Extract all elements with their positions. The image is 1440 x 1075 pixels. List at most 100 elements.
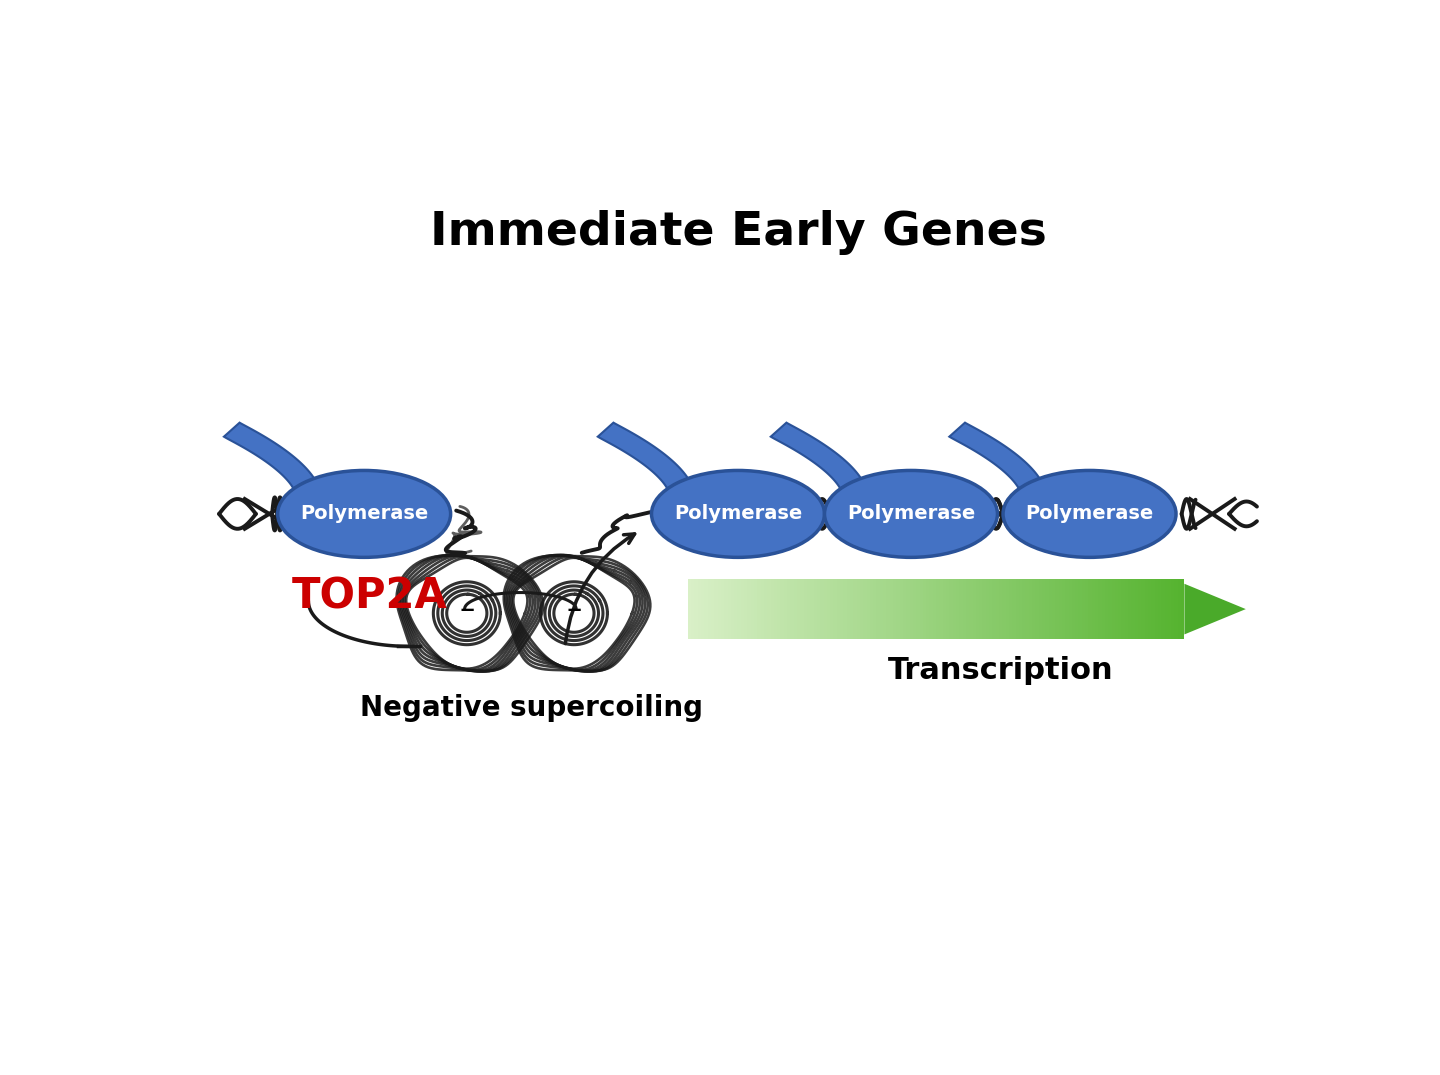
Bar <box>1158 579 1161 639</box>
Bar <box>768 579 770 639</box>
Polygon shape <box>1184 584 1246 634</box>
Bar <box>982 579 986 639</box>
Bar <box>1102 579 1104 639</box>
Bar <box>1165 579 1168 639</box>
Bar <box>900 579 903 639</box>
Bar <box>972 579 976 639</box>
Bar <box>1099 579 1102 639</box>
Bar <box>737 579 740 639</box>
Bar <box>992 579 995 639</box>
Bar <box>877 579 880 639</box>
Bar <box>850 579 854 639</box>
Bar <box>732 579 734 639</box>
Bar <box>765 579 768 639</box>
Bar <box>962 579 966 639</box>
Bar <box>890 579 893 639</box>
Bar <box>791 579 793 639</box>
Bar <box>1128 579 1132 639</box>
Bar <box>1048 579 1053 639</box>
Bar <box>1081 579 1086 639</box>
Bar <box>870 579 873 639</box>
Bar <box>910 579 913 639</box>
Bar <box>1112 579 1115 639</box>
Bar <box>1152 579 1155 639</box>
Bar <box>740 579 744 639</box>
Bar <box>844 579 847 639</box>
Bar <box>976 579 979 639</box>
Bar <box>801 579 804 639</box>
Bar <box>969 579 972 639</box>
Bar <box>840 579 844 639</box>
Bar <box>1056 579 1058 639</box>
Polygon shape <box>949 422 1041 488</box>
Bar <box>816 579 821 639</box>
Bar <box>834 579 837 639</box>
Bar <box>773 579 778 639</box>
Bar <box>747 579 750 639</box>
Bar <box>701 579 704 639</box>
Bar <box>707 579 711 639</box>
Bar <box>1009 579 1012 639</box>
Bar <box>1045 579 1048 639</box>
Bar <box>1122 579 1125 639</box>
Bar <box>717 579 721 639</box>
Polygon shape <box>598 422 690 488</box>
Text: Immediate Early Genes: Immediate Early Genes <box>429 210 1047 255</box>
Ellipse shape <box>825 471 998 557</box>
Bar <box>1138 579 1142 639</box>
Bar <box>929 579 933 639</box>
Bar <box>883 579 887 639</box>
Bar <box>1071 579 1076 639</box>
Bar <box>793 579 796 639</box>
Bar <box>1035 579 1038 639</box>
Bar <box>949 579 953 639</box>
Bar <box>688 579 691 639</box>
Bar <box>796 579 801 639</box>
Bar <box>721 579 724 639</box>
Bar <box>814 579 816 639</box>
Bar <box>1079 579 1081 639</box>
Bar <box>1089 579 1092 639</box>
Bar <box>1022 579 1025 639</box>
Bar <box>704 579 707 639</box>
Text: –: – <box>459 594 474 623</box>
Bar <box>691 579 694 639</box>
Bar <box>999 579 1002 639</box>
Bar <box>943 579 946 639</box>
Bar <box>936 579 939 639</box>
Bar <box>1148 579 1152 639</box>
Bar <box>857 579 860 639</box>
Bar <box>760 579 765 639</box>
Ellipse shape <box>278 471 451 557</box>
Bar <box>1053 579 1056 639</box>
Text: Polymerase: Polymerase <box>1025 504 1153 524</box>
Bar <box>788 579 791 639</box>
Bar <box>986 579 989 639</box>
Bar <box>1068 579 1071 639</box>
Bar <box>966 579 969 639</box>
Bar <box>1061 579 1066 639</box>
Bar <box>1175 579 1178 639</box>
Bar <box>829 579 834 639</box>
Bar <box>863 579 867 639</box>
Ellipse shape <box>651 471 825 557</box>
Bar <box>1058 579 1061 639</box>
Bar <box>827 579 829 639</box>
Bar <box>1015 579 1020 639</box>
Bar <box>903 579 906 639</box>
Bar <box>1025 579 1028 639</box>
Bar <box>1092 579 1094 639</box>
Bar <box>956 579 959 639</box>
Polygon shape <box>225 422 315 488</box>
Bar <box>1181 579 1185 639</box>
Bar <box>1135 579 1138 639</box>
Bar <box>804 579 806 639</box>
Bar <box>953 579 956 639</box>
Bar <box>1119 579 1122 639</box>
Bar <box>873 579 877 639</box>
Bar <box>920 579 923 639</box>
Bar <box>926 579 929 639</box>
Bar <box>916 579 920 639</box>
Bar <box>1012 579 1015 639</box>
Bar <box>906 579 910 639</box>
